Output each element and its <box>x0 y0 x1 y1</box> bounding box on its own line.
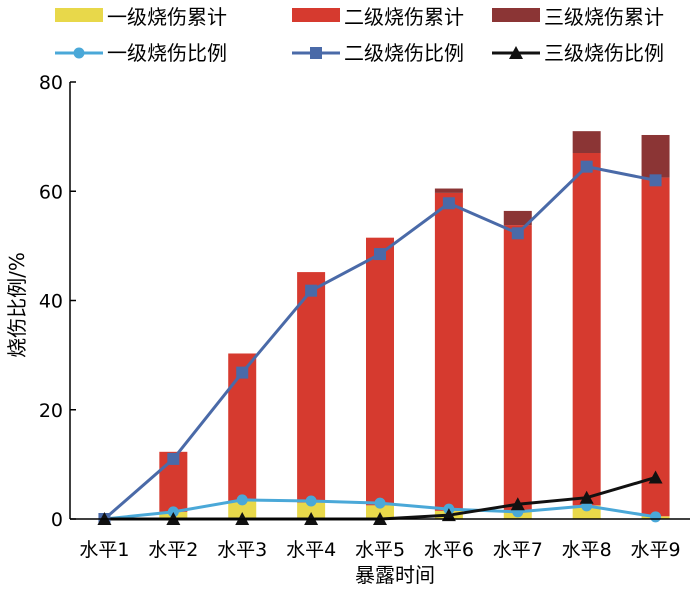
line-2-point-9 <box>649 174 662 187</box>
x-tick-label-1: 水平1 <box>79 539 129 561</box>
line-1-point-3 <box>236 494 248 506</box>
line-2-point-6 <box>442 197 455 210</box>
x-tick-label-4: 水平4 <box>286 539 336 561</box>
bar-1-4 <box>297 502 326 519</box>
line-2-point-8 <box>580 160 593 173</box>
legend-line-label-1: 一级烧伤比例 <box>107 41 227 65</box>
legend-label-2: 二级烧伤累计 <box>344 5 464 29</box>
bar-3-7 <box>503 210 532 226</box>
bar-1-3 <box>228 500 257 519</box>
line-2-point-3 <box>236 366 249 379</box>
line-2-point-7 <box>511 227 524 240</box>
line-3-point-7 <box>510 497 525 511</box>
line-3-point-8 <box>579 490 594 504</box>
line-3-point-9 <box>648 470 663 484</box>
legend-label-1: 一级烧伤累计 <box>107 5 227 29</box>
x-tick-label-5: 水平5 <box>355 539 405 561</box>
line-1-point-9 <box>650 511 662 523</box>
line-1-point-4 <box>305 495 317 507</box>
line-2-point-5 <box>374 248 386 261</box>
bar-2-8 <box>572 153 601 506</box>
x-tick-label-9: 水平9 <box>631 539 681 561</box>
x-tick-label-6: 水平6 <box>424 539 474 561</box>
bar-2-4 <box>297 272 326 503</box>
line-1-point-5 <box>374 497 386 509</box>
bar-2-5 <box>366 237 394 506</box>
line-3-point-6 <box>441 508 456 522</box>
bar-2-9 <box>641 177 670 517</box>
x-axis-title: 暴露时间 <box>355 563 435 587</box>
legend-marker-2 <box>310 47 322 59</box>
x-tick-label-8: 水平8 <box>562 539 612 561</box>
legend-swatch-1 <box>55 8 103 22</box>
legend-line-label-2: 二级烧伤比例 <box>344 41 464 65</box>
legend-marker-3 <box>509 46 523 59</box>
x-tick-label-7: 水平7 <box>493 539 543 561</box>
line-2-point-4 <box>305 284 318 297</box>
bar-3-8 <box>572 131 601 154</box>
bar-1-8 <box>572 505 601 519</box>
y-axis-title: 烧伤比例/% <box>5 252 29 358</box>
line-2-point-2 <box>167 452 180 465</box>
y-tick-label-20: 20 <box>39 400 63 422</box>
legend-line-label-3: 三级烧伤比例 <box>544 41 664 65</box>
y-tick-label-80: 80 <box>39 72 63 94</box>
y-tick-label-40: 40 <box>39 291 63 313</box>
bar-3-6 <box>434 188 463 193</box>
bar-2-6 <box>434 192 463 511</box>
bars <box>159 131 670 519</box>
legend-swatch-3 <box>492 8 540 22</box>
legend-marker-1 <box>73 47 85 59</box>
y-tick-label-60: 60 <box>39 181 63 203</box>
y-tick-label-0: 0 <box>51 509 63 531</box>
bar-2-7 <box>503 225 532 511</box>
x-tick-label-3: 水平3 <box>217 539 267 561</box>
legend-swatch-2 <box>292 8 340 22</box>
line-1-point-2 <box>167 506 179 518</box>
x-tick-label-2: 水平2 <box>148 539 198 561</box>
legend-label-3: 三级烧伤累计 <box>544 5 664 29</box>
bar-3-9 <box>641 134 670 178</box>
axes: 0 20 40 60 80 水平1 水平2 水平3 水平4 水平5 水平6 水平7 水平8 水平9 <box>39 72 690 561</box>
